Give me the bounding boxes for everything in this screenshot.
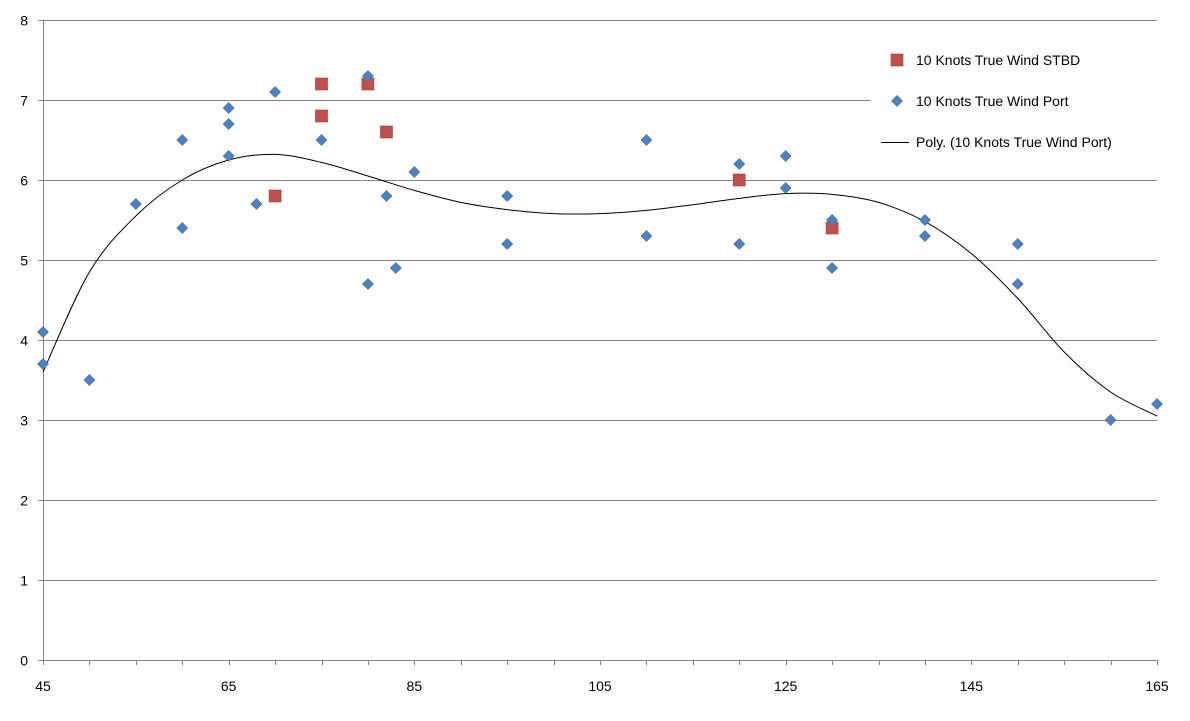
port-point bbox=[222, 102, 235, 114]
port-point bbox=[315, 134, 328, 146]
port-point bbox=[1011, 238, 1024, 250]
port-point bbox=[129, 198, 142, 210]
port-point bbox=[1011, 278, 1024, 290]
x-tick-label: 45 bbox=[35, 678, 51, 694]
legend: 10 Knots True Wind STBD 10 Knots True Win… bbox=[870, 40, 1160, 160]
stbd-point bbox=[315, 109, 328, 123]
port-point bbox=[779, 150, 792, 162]
port-point bbox=[37, 326, 49, 338]
port-point bbox=[269, 86, 282, 98]
port-point bbox=[918, 214, 931, 226]
x-tick-label: 105 bbox=[588, 678, 612, 694]
port-point bbox=[501, 238, 514, 250]
y-tick-label: 4 bbox=[20, 333, 28, 349]
y-tick-label: 2 bbox=[20, 493, 28, 509]
y-tick-label: 8 bbox=[20, 13, 28, 29]
port-point bbox=[250, 198, 263, 210]
port-point bbox=[918, 230, 931, 242]
legend-label: 10 Knots True Wind Port bbox=[916, 93, 1069, 109]
port-point bbox=[361, 278, 374, 290]
x-tick-label: 85 bbox=[407, 678, 423, 694]
port-point bbox=[222, 118, 235, 130]
legend-background bbox=[870, 40, 1160, 160]
port-point bbox=[640, 134, 653, 146]
stbd-point bbox=[315, 77, 328, 91]
port-point bbox=[361, 70, 374, 82]
port-point bbox=[826, 214, 839, 226]
points-layer bbox=[37, 70, 1163, 426]
port-point bbox=[83, 374, 96, 386]
trendline-layer bbox=[42, 153, 1158, 417]
y-tick-label: 7 bbox=[20, 93, 28, 109]
port-point bbox=[733, 158, 746, 170]
x-tick-label: 65 bbox=[221, 678, 237, 694]
port-point bbox=[380, 190, 393, 202]
port-point bbox=[37, 358, 49, 370]
y-tick-label: 5 bbox=[20, 253, 28, 269]
legend-label: 10 Knots True Wind STBD bbox=[916, 52, 1080, 68]
legend-marker-stbd bbox=[890, 53, 904, 67]
stbd-point bbox=[380, 125, 393, 139]
port-point bbox=[733, 238, 746, 250]
port-point bbox=[222, 150, 235, 162]
gridlines bbox=[43, 20, 1157, 581]
port-point bbox=[826, 262, 839, 274]
stbd-point bbox=[268, 189, 282, 203]
port-point bbox=[779, 182, 792, 194]
port-point bbox=[1151, 398, 1163, 410]
y-tick-label: 3 bbox=[20, 413, 28, 429]
x-tick-label: 165 bbox=[1145, 678, 1169, 694]
port-point bbox=[1104, 414, 1117, 426]
port-point bbox=[176, 134, 189, 146]
y-tick-label: 0 bbox=[20, 653, 28, 669]
y-tick-label: 6 bbox=[20, 173, 28, 189]
legend-label: Poly. (10 Knots True Wind Port) bbox=[916, 134, 1112, 150]
x-tick-label: 125 bbox=[774, 678, 798, 694]
stbd-point bbox=[732, 173, 746, 187]
y-tick-label: 1 bbox=[20, 573, 28, 589]
trendline-poly-port bbox=[42, 153, 1158, 417]
x-tick-label: 145 bbox=[960, 678, 984, 694]
legend-marker-port bbox=[891, 95, 903, 107]
port-point bbox=[640, 230, 653, 242]
port-point bbox=[389, 262, 402, 274]
port-point bbox=[501, 190, 514, 202]
port-point bbox=[408, 166, 421, 178]
port-point bbox=[176, 222, 189, 234]
